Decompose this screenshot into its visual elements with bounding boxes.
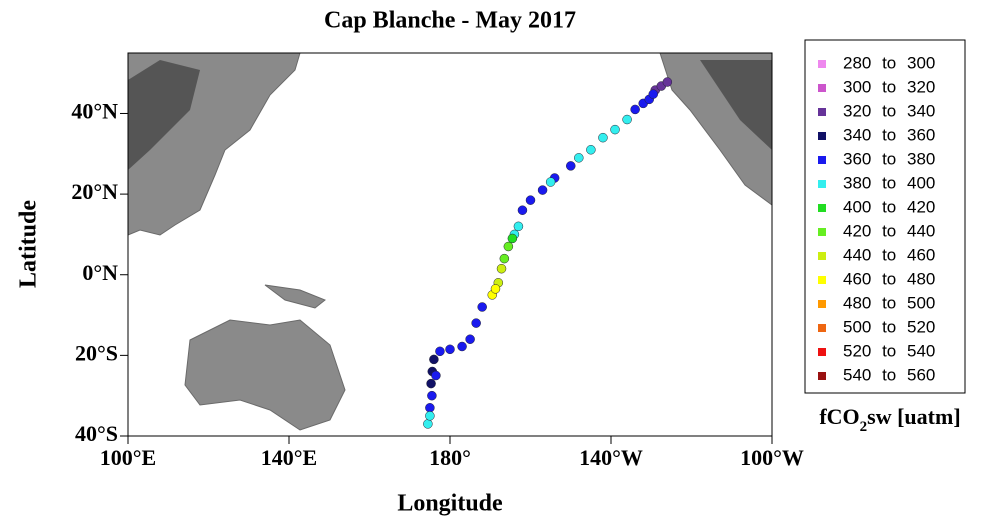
track-point <box>662 77 673 87</box>
legend-swatch <box>818 348 826 356</box>
track-point <box>622 114 632 125</box>
legend-swatch <box>818 204 826 212</box>
track-point <box>457 341 467 352</box>
track-point <box>496 263 507 274</box>
y-tick-label: 40°N <box>71 99 118 124</box>
x-tick-label: 140°E <box>261 445 317 470</box>
track-point <box>471 318 481 328</box>
track-point <box>566 161 576 171</box>
x-tick-label: 100°W <box>740 445 804 470</box>
track-point <box>465 334 475 344</box>
track-point <box>425 411 435 421</box>
y-tick-label: 0°N <box>82 260 118 285</box>
track-point <box>630 104 640 115</box>
legend-swatch <box>818 372 826 380</box>
legend-swatch <box>818 180 826 188</box>
legend-label: 480 to 500 <box>843 293 935 312</box>
track-point <box>598 132 608 143</box>
legend-label: 380 to 400 <box>843 173 935 192</box>
track-point <box>513 221 524 232</box>
chart-title: Cap Blanche - May 2017 <box>324 8 576 34</box>
y-tick-label: 20°S <box>75 340 118 365</box>
track-point <box>490 284 501 294</box>
track-point <box>586 145 596 155</box>
y-axis-label: Latitude <box>16 200 42 288</box>
legend-swatch <box>818 108 826 116</box>
track-point <box>648 89 659 99</box>
x-tick-label: 180° <box>429 445 471 470</box>
track-point <box>499 253 510 264</box>
x-tick-label: 100°E <box>100 445 156 470</box>
legend-title-main: fCO <box>819 404 859 429</box>
new-guinea <box>264 284 326 309</box>
track-point <box>431 370 441 381</box>
legend-label: 420 to 440 <box>843 221 935 240</box>
legend-label: 300 to 320 <box>843 77 935 96</box>
track-point <box>435 346 445 357</box>
legend-swatch <box>818 156 826 164</box>
legend-swatch <box>818 60 826 68</box>
track-point <box>507 233 518 244</box>
legend-swatch <box>818 300 826 308</box>
y-tick-label: 20°N <box>71 179 118 204</box>
track-point <box>445 344 455 355</box>
australia <box>184 319 346 431</box>
land <box>127 52 773 431</box>
x-tick-label: 140°W <box>579 445 643 470</box>
track-point <box>525 195 536 205</box>
legend-label: 280 to 300 <box>843 53 935 72</box>
north-america-dark <box>700 60 772 150</box>
track-point <box>574 153 584 163</box>
legend-swatch <box>818 276 826 284</box>
legend-swatch <box>818 324 826 332</box>
legend-swatch <box>818 84 826 92</box>
legend-title-sub: 2 <box>860 419 868 435</box>
x-axis-label: Longitude <box>397 491 503 517</box>
legend-label: 520 to 540 <box>843 341 935 360</box>
legend-label: 320 to 340 <box>843 101 935 120</box>
y-tick-label: 40°S <box>75 421 118 446</box>
track-point <box>423 419 433 429</box>
track-point <box>537 185 548 195</box>
track-point <box>426 378 436 389</box>
legend-label: 440 to 460 <box>843 245 935 264</box>
legend-title-suffix: sw [uatm] <box>867 404 961 429</box>
track-point <box>545 177 556 187</box>
track-point <box>425 403 435 413</box>
asia-dark <box>128 60 200 170</box>
track-point <box>503 241 514 252</box>
legend-label: 540 to 560 <box>843 365 935 384</box>
legend-label: 400 to 420 <box>843 197 935 216</box>
legend-label: 460 to 480 <box>843 269 935 288</box>
legend-title: fCO2sw [uatm] <box>819 404 960 435</box>
legend-swatch <box>818 132 826 140</box>
legend-swatch <box>818 228 826 236</box>
track-point <box>517 205 528 215</box>
track-point <box>427 390 437 401</box>
legend-label: 500 to 520 <box>843 317 935 336</box>
legend-label: 340 to 360 <box>843 125 935 144</box>
legend-swatch <box>818 252 826 260</box>
track-point <box>429 354 439 365</box>
legend-label: 360 to 380 <box>843 149 935 168</box>
track-point <box>610 124 620 135</box>
legend-box <box>804 39 966 394</box>
track-point <box>477 302 487 312</box>
